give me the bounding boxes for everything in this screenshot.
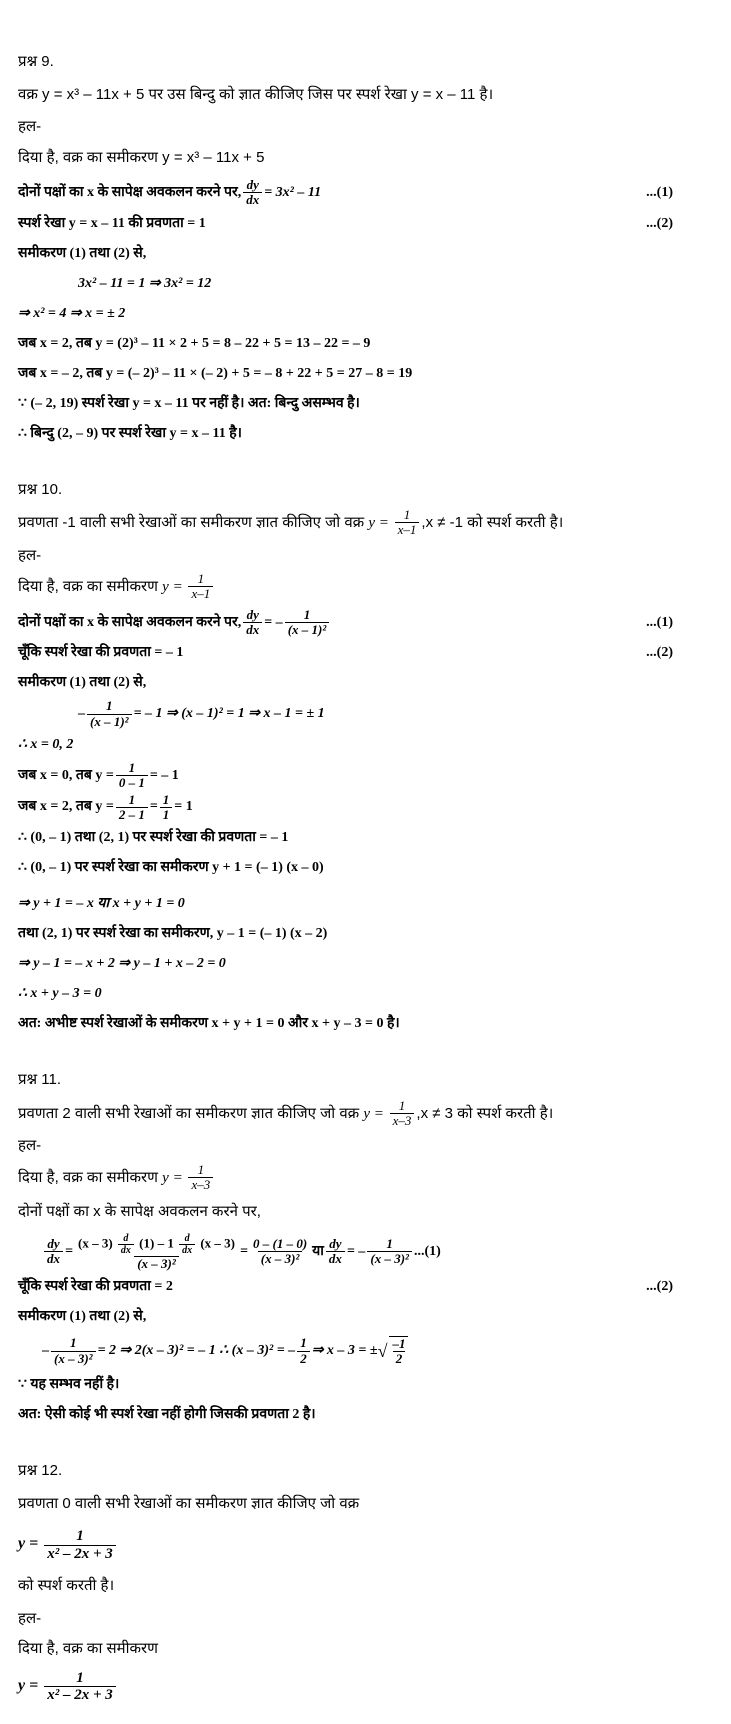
q11-l5c: ⇒ x – 3 = ± [312,1337,378,1365]
q9-l1a: दोनों पक्षों का x के सापेक्ष अवकलन करने … [18,179,241,207]
q12-problem: प्रवणता 0 वाली सभी रेखाओं का समीकरण ज्ञा… [18,1490,713,1519]
q9-l1b: = 3x² – 11 [264,179,321,207]
q11-given: दिया है, वक्र का समीकरण y = 1x–3 [18,1163,713,1193]
q10-l9: ∴ (0, – 1) पर स्पर्श रेखा का समीकरण y + … [18,854,324,882]
q11-l7: अत: ऐसी कोई भी स्पर्श रेखा नहीं होगी जिस… [18,1401,316,1429]
q9-l2: स्पर्श रेखा y = x – 11 की प्रवणता = 1 [18,210,206,238]
q10-l2: चूँकि स्पर्श रेखा की प्रवणता = – 1 [18,639,183,667]
q11-work: dydx = (x – 3) ddx (1) – 1 ddx (x – 3)(x… [18,1233,713,1429]
q10-l7b: = [150,793,158,821]
q10-l5: ∴ x = 0, 2 [18,731,73,759]
q9-given: दिया है, वक्र का समीकरण y = x³ – 11x + 5 [18,144,713,173]
q10-l11: तथा (2, 1) पर स्पर्श रेखा का समीकरण, y –… [18,920,327,948]
q9-problem: वक्र y = x³ – 11x + 5 पर उस बिन्दु को ज्… [18,81,713,110]
q10-given: दिया है, वक्र का समीकरण y = 1x–1 [18,572,713,602]
q10-pa: प्रवणता -1 वाली सभी रेखाओं का समीकरण ज्ञ… [18,514,368,531]
q10-l12: ⇒ y – 1 = – x + 2 ⇒ y – 1 + x – 2 = 0 [18,950,226,978]
q11-l2b: या [312,1238,324,1266]
q11-l3: चूँकि स्पर्श रेखा की प्रवणता = 2 [18,1273,173,1301]
q9-work: दोनों पक्षों का x के सापेक्ष अवकलन करने … [18,178,713,448]
q9-l3: समीकरण (1) तथा (2) से, [18,240,146,268]
q11-l5a: – [42,1337,49,1365]
q10-l4a: – [78,700,85,728]
q12-ans: हल- [18,1605,713,1634]
q10-eq2: ...(2) [646,639,713,667]
q10-l7c: = 1 [174,793,192,821]
q9-l7: जब x = – 2, तब y = (– 2)³ – 11 × (– 2) +… [18,360,412,388]
q9-l8: ∵ (– 2, 19) स्पर्श रेखा y = x – 11 पर नह… [18,390,360,418]
q11-eq1: ...(1) [414,1238,441,1266]
q10-work: दोनों पक्षों का x के सापेक्ष अवकलन करने … [18,608,713,1038]
q10-l6a: जब x = 0, तब y = [18,762,114,790]
q10-l1b: = – [264,609,282,637]
q10-l14: अत: अभीष्ट स्पर्श रेखाओं के समीकरण x + y… [18,1010,400,1038]
q12-eq1: y = 1x² – 2x + 3 [18,1528,713,1562]
q10-l13: ∴ x + y – 3 = 0 [18,980,102,1008]
q9-eq2: ...(2) [646,210,713,238]
q10-problem: प्रवणता -1 वाली सभी रेखाओं का समीकरण ज्ञ… [18,508,713,538]
q12-eq2: y = 1x² – 2x + 3 [18,1670,713,1704]
q10-l3: समीकरण (1) तथा (2) से, [18,669,146,697]
q10-l10: ⇒ y + 1 = – x या x + y + 1 = 0 [18,890,185,918]
q11-l5b: = 2 ⇒ 2(x – 3)² = – 1 ∴ (x – 3)² = – [98,1337,296,1365]
q11-ans: हल- [18,1132,713,1161]
q10-pb: ,x ≠ -1 को स्पर्श करती है। [421,514,563,531]
q9-ans: हल- [18,113,713,142]
q11-pa: प्रवणता 2 वाली सभी रेखाओं का समीकरण ज्ञा… [18,1104,363,1121]
q11-eq2: ...(2) [646,1273,713,1301]
q10-l1a: दोनों पक्षों का x के सापेक्ष अवकलन करने … [18,609,241,637]
dydx-frac: dydx [243,178,262,208]
q10-l7a: जब x = 2, तब y = [18,793,114,821]
q11-pb: ,x ≠ 3 को स्पर्श करती है। [416,1104,553,1121]
q10-l6b: = – 1 [150,762,179,790]
q10-l4b: = – 1 ⇒ (x – 1)² = 1 ⇒ x – 1 = ± 1 [134,700,325,728]
q10-l8: ∴ (0, – 1) तथा (2, 1) पर स्पर्श रेखा की … [18,824,288,852]
q9-l5: ⇒ x² = 4 ⇒ x = ± 2 [18,300,125,328]
q9-l4: 3x² – 11 = 1 ⇒ 3x² = 12 [78,270,211,298]
q10-label: प्रश्न 10. [18,476,713,505]
q11-problem: प्रवणता 2 वाली सभी रेखाओं का समीकरण ज्ञा… [18,1099,713,1129]
q12-label: प्रश्न 12. [18,1457,713,1486]
q11-l4: समीकरण (1) तथा (2) से, [18,1303,146,1331]
q9-l9: ∴ बिन्दु (2, – 9) पर स्पर्श रेखा y = x –… [18,420,242,448]
q11-l6: ∵ यह सम्भव नहीं है। [18,1371,119,1399]
q9-l6: जब x = 2, तब y = (2)³ – 11 × 2 + 5 = 8 –… [18,330,370,358]
q10-eq1: ...(1) [646,609,713,637]
q12-problem2: को स्पर्श करती है। [18,1572,713,1601]
q11-label: प्रश्न 11. [18,1066,713,1095]
q9-eq1: ...(1) [646,179,713,207]
q10-ans: हल- [18,542,713,571]
q12-given: दिया है, वक्र का समीकरण [18,1635,713,1664]
q11-l1: दोनों पक्षों का x के सापेक्ष अवकलन करने … [18,1198,713,1227]
q9-label: प्रश्न 9. [18,48,713,77]
